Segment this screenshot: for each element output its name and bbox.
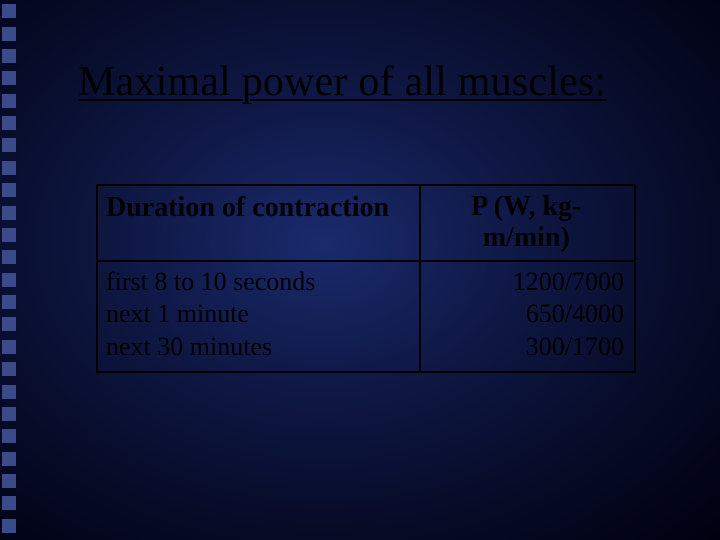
sidebar-square-icon xyxy=(2,49,16,63)
sidebar-square-icon xyxy=(2,429,16,443)
power-line: 300/1700 xyxy=(429,331,624,364)
sidebar-square-icon xyxy=(2,452,16,466)
duration-line: first 8 to 10 seconds xyxy=(106,266,411,299)
sidebar-square-icon xyxy=(2,161,16,175)
sidebar-square-icon xyxy=(2,317,16,331)
sidebar-square-icon xyxy=(2,94,16,108)
power-line: 1200/7000 xyxy=(429,266,624,299)
sidebar-square-icon xyxy=(2,206,16,220)
sidebar-square-icon xyxy=(2,474,16,488)
sidebar-square-icon xyxy=(2,116,16,130)
table-header-left: Duration of contraction xyxy=(98,186,421,260)
sidebar-square-icon xyxy=(2,385,16,399)
sidebar-square-icon xyxy=(2,138,16,152)
table-header-right: P (W, kg-m/min) xyxy=(421,186,634,260)
sidebar-square-icon xyxy=(2,250,16,264)
slide-title: Maximal power of all muscles: xyxy=(78,58,606,106)
sidebar-square-icon xyxy=(2,340,16,354)
sidebar-square-icon xyxy=(2,27,16,41)
power-line: 650/4000 xyxy=(429,298,624,331)
sidebar-square-icon xyxy=(2,71,16,85)
sidebar-square-icon xyxy=(2,496,16,510)
duration-line: next 30 minutes xyxy=(106,331,411,364)
sidebar-square-icon xyxy=(2,183,16,197)
sidebar-square-icon xyxy=(2,273,16,287)
table-row: first 8 to 10 seconds next 1 minute next… xyxy=(98,262,634,372)
power-table: Duration of contraction P (W, kg-m/min) … xyxy=(96,184,636,373)
duration-line: next 1 minute xyxy=(106,298,411,331)
sidebar-square-icon xyxy=(2,407,16,421)
sidebar-square-icon xyxy=(2,4,16,18)
table-cell-power: 1200/7000 650/4000 300/1700 xyxy=(421,262,634,372)
table-header-row: Duration of contraction P (W, kg-m/min) xyxy=(98,186,634,262)
table-cell-duration: first 8 to 10 seconds next 1 minute next… xyxy=(98,262,421,372)
sidebar-decoration xyxy=(0,0,18,540)
sidebar-square-icon xyxy=(2,519,16,533)
sidebar-square-icon xyxy=(2,295,16,309)
sidebar-square-icon xyxy=(2,362,16,376)
sidebar-square-icon xyxy=(2,228,16,242)
